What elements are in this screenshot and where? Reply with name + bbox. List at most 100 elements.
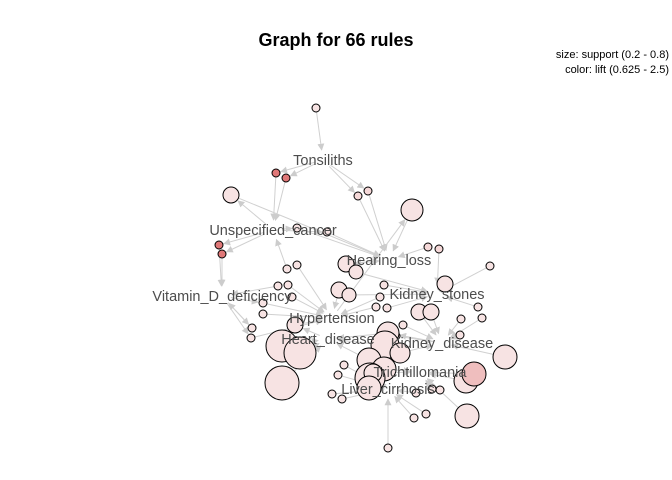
edge [231,286,275,297]
rule-node [292,223,302,233]
rule-node [389,342,411,364]
rule-node [436,275,454,293]
rule-node [356,375,382,401]
legend-color: color: lift (0.625 - 2.5) [565,64,669,76]
rule-node [371,302,381,312]
item-label: Hypertension [289,311,374,327]
rule-node [311,103,321,113]
edge [336,343,359,355]
rule-node [222,186,240,204]
edge [289,163,316,177]
rule-node [246,333,256,343]
edge [337,337,372,345]
edge [451,343,494,355]
item-labels-layer: Tonsiliths Unspecified_cancer Hearing_loss… [152,153,493,398]
rule-node [348,264,364,280]
rule-node [363,186,373,196]
edge [387,285,428,295]
edge [298,268,327,311]
edge [316,111,325,151]
edge [228,302,250,326]
edge [280,161,315,174]
item-label: Unspecified_cancer [209,223,337,239]
rule-node [409,413,419,423]
edge [330,233,381,257]
rule-node [421,409,431,419]
rule-node [477,313,487,323]
edge [273,181,286,221]
edge [359,199,386,252]
edge [266,313,323,321]
edge [354,259,381,267]
rule-node [327,389,337,399]
item-label: Vitamin_D_deficiency [152,289,292,305]
edge [332,297,340,309]
rule-node [271,168,281,178]
edge [433,319,440,335]
rule-node [434,244,444,254]
rule-node [375,292,385,302]
edge [330,164,365,189]
rule-node [333,370,343,380]
edge [445,295,475,307]
rule-node [455,330,465,340]
rule-node [286,316,304,334]
rule-node [258,298,268,308]
edge [238,197,381,258]
rule-node [287,292,297,302]
rule-node [382,303,392,313]
item-label: Liver_cirrhosis [341,382,434,398]
edge [399,332,434,342]
item-label: Tonsiliths [293,153,353,169]
rule-node [283,280,293,290]
edge [409,343,433,352]
edge [397,387,413,395]
item-label: Kidney_disease [391,336,493,352]
edge [355,290,428,298]
edge [275,238,287,266]
rule-node [398,320,408,330]
edge [237,200,267,225]
chart-title: Graph for 66 rules [258,30,413,50]
edge [362,273,429,294]
edge [230,297,259,305]
edge [281,225,293,233]
item-label: Heart_disease [281,332,375,348]
edge [392,219,408,252]
rule-node [427,384,437,394]
edge [434,252,442,285]
rule-node [473,302,483,312]
edge [390,295,429,308]
rule-node [283,336,317,370]
rule-node [454,403,480,429]
rule-node [461,361,487,387]
edge [226,303,249,335]
rule-node [217,249,227,259]
item-label: Hearing_loss [347,253,432,269]
edge [406,326,434,340]
rule-node [273,281,283,291]
item-label: Kidney_stones [389,287,484,303]
edge [450,333,459,340]
rule-node [339,360,349,370]
rule-node [353,191,363,201]
rule-node [214,240,224,250]
edge [295,298,324,314]
rule-node [422,303,440,321]
edge [281,228,323,236]
item-label: Trichtillomania [374,365,468,381]
rule-node [492,344,518,370]
edge [328,166,356,193]
edge [341,307,373,318]
rule-node [423,242,433,252]
edge [225,233,266,253]
rule-node [379,280,389,290]
edge [368,194,388,252]
edge [302,327,320,336]
legend-size: size: support (0.2 - 0.8) [556,49,669,61]
rule-node [322,227,332,237]
rule-node [258,309,268,319]
edge [395,394,423,413]
rule-nodes-layer [214,103,518,453]
